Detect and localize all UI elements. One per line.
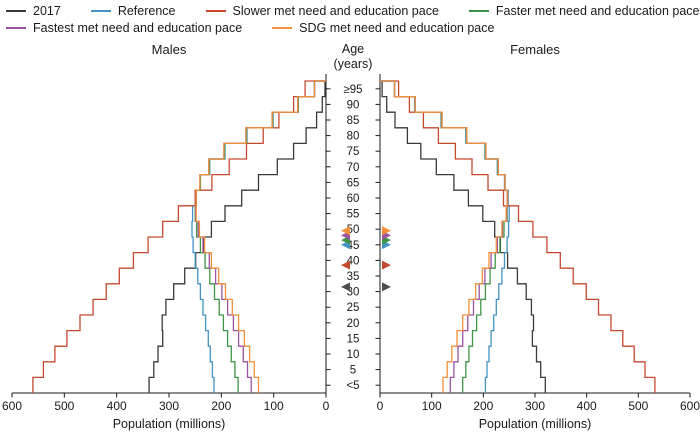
- females-panel-title: Females: [510, 42, 560, 57]
- legend-label: Faster met need and education pace: [495, 4, 700, 18]
- age-tick-label: ≥95: [343, 84, 362, 96]
- age-tick-label: 10: [347, 349, 360, 361]
- x-tick-label: 200: [473, 399, 493, 413]
- x-tick-label: 0: [323, 399, 330, 413]
- mean-age-marker-female-sdg-met-need-and-education-pace: [382, 226, 391, 236]
- age-tick-label: 90: [347, 99, 360, 111]
- age-tick-label: 60: [347, 193, 360, 205]
- x-tick-label: 500: [628, 399, 648, 413]
- mean-age-marker-female-2017: [382, 282, 391, 292]
- series-male-2017: [148, 80, 326, 393]
- age-tick-label: 35: [347, 271, 360, 283]
- chart-legend: 2017 Reference Slower met need and educati…: [6, 4, 700, 38]
- mean-age-marker-male-sdg-met-need-and-education-pace: [341, 226, 350, 236]
- series-male-slower-met-need-and-education-pace: [32, 80, 326, 393]
- legend-line-swatch: [90, 10, 111, 12]
- age-tick-label: 20: [347, 318, 360, 330]
- age-tick-label: 15: [347, 333, 360, 345]
- x-tick-label: 100: [264, 399, 284, 413]
- age-tick-label: 25: [347, 302, 360, 314]
- legend-item: 2017: [6, 4, 61, 18]
- age-tick-label: <5: [346, 380, 359, 392]
- mean-age-marker-male-2017: [341, 282, 350, 292]
- legend-label: 2017: [33, 4, 61, 18]
- age-tick-label: 65: [347, 177, 360, 189]
- mean-age-marker-female-slower-met-need-and-education-pace: [382, 260, 391, 270]
- male-x-axis-title: Population (millions): [113, 417, 226, 431]
- x-tick-label: 500: [54, 399, 74, 413]
- x-tick-label: 0: [377, 399, 384, 413]
- legend-label: Reference: [117, 4, 176, 18]
- legend-item: Slower met need and education pace: [205, 4, 439, 18]
- legend-item: Reference: [90, 4, 176, 18]
- age-tick-label: 85: [347, 115, 360, 127]
- age-axis-title: (years): [334, 57, 373, 71]
- age-axis-title: Age: [342, 42, 364, 56]
- x-tick-label: 600: [2, 399, 22, 413]
- age-tick-label: 70: [347, 162, 360, 174]
- mean-age-marker-male-slower-met-need-and-education-pace: [341, 260, 350, 270]
- age-tick-label: 55: [347, 209, 360, 221]
- female-x-axis-title: Population (millions): [479, 417, 592, 431]
- legend-line-swatch: [6, 27, 26, 29]
- series-male-sdg-met-need-and-education-pace: [195, 80, 326, 393]
- legend-item: SDG met need and education pace: [272, 21, 494, 35]
- legend-label: Slower met need and education pace: [232, 4, 439, 18]
- x-tick-label: 300: [159, 399, 179, 413]
- x-tick-label: 400: [577, 399, 597, 413]
- age-tick-label: 75: [347, 146, 360, 158]
- age-tick-label: 5: [350, 365, 356, 377]
- series-female-slower-met-need-and-education-pace: [380, 80, 656, 393]
- x-tick-label: 400: [107, 399, 127, 413]
- age-tick-label: 80: [347, 131, 360, 143]
- legend-item: Faster met need and education pace: [468, 4, 700, 18]
- x-tick-label: 100: [422, 399, 442, 413]
- series-female-2017: [380, 80, 546, 393]
- x-tick-label: 200: [211, 399, 231, 413]
- series-female-sdg-met-need-and-education-pace: [380, 80, 508, 393]
- legend-line-swatch: [272, 27, 293, 29]
- legend-label: SDG met need and education pace: [299, 21, 495, 35]
- legend-line-swatch: [205, 10, 226, 12]
- x-tick-label: 300: [525, 399, 545, 413]
- males-panel-title: Males: [152, 42, 187, 57]
- x-tick-label: 600: [680, 399, 700, 413]
- legend-row: Fastest met need and education pace SDG m…: [6, 21, 698, 35]
- legend-item: Fastest met need and education pace: [6, 21, 242, 35]
- legend-line-swatch: [468, 10, 489, 12]
- legend-line-swatch: [6, 10, 26, 12]
- legend-row: 2017 Reference Slower met need and educati…: [6, 4, 700, 18]
- legend-label: Fastest met need and education pace: [33, 21, 243, 35]
